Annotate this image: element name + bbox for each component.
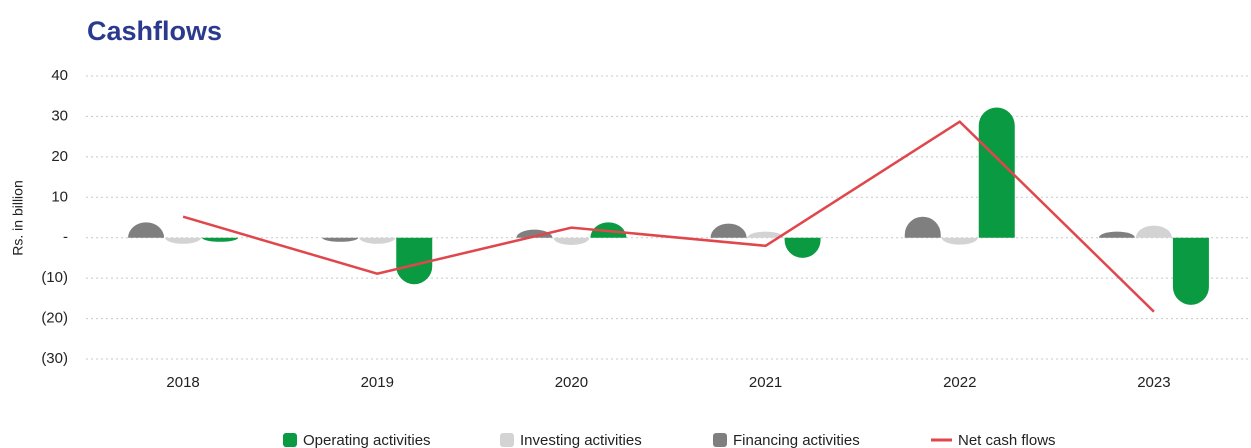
x-tick-label: 2022: [943, 374, 976, 391]
y-tick-label: (30): [41, 350, 68, 367]
bar: [1135, 225, 1172, 238]
y-tick-label: 20: [51, 148, 68, 165]
legend-label: Financing activities: [733, 432, 860, 448]
y-tick-label: 10: [51, 188, 68, 205]
x-tick-label: 2019: [361, 374, 394, 391]
bar: [747, 231, 784, 238]
y-tick-label: (20): [41, 310, 68, 327]
x-tick-label: 2021: [749, 374, 782, 391]
x-tick-label: 2023: [1137, 374, 1170, 391]
bar: [396, 237, 433, 285]
bar: [322, 237, 359, 242]
legend-label: Operating activities: [303, 432, 431, 448]
y-tick-label: -: [63, 229, 68, 246]
legend-marker: [713, 433, 727, 447]
bar: [904, 216, 941, 238]
bar: [710, 223, 747, 238]
bar: [1098, 231, 1135, 238]
y-tick-label: 30: [51, 107, 68, 124]
bar: [202, 237, 239, 242]
y-tick-label: 40: [51, 67, 68, 84]
legend-marker: [500, 433, 514, 447]
legend-marker: [283, 433, 297, 447]
y-axis-label: Rs. in billion: [10, 180, 26, 255]
bar: [1172, 237, 1209, 305]
bar: [359, 237, 396, 244]
bar: [128, 222, 165, 238]
bar: [941, 237, 978, 245]
bar: [165, 237, 202, 244]
y-tick-label: (10): [41, 269, 68, 286]
x-tick-label: 2020: [555, 374, 588, 391]
bar: [553, 237, 590, 245]
x-tick-label: 2018: [166, 374, 199, 391]
legend-label: Investing activities: [520, 432, 642, 448]
legend-label: Net cash flows: [958, 432, 1056, 448]
bar: [978, 107, 1015, 238]
bar: [516, 229, 553, 238]
chart-title: Cashflows: [87, 16, 222, 46]
bar: [784, 237, 821, 258]
net-line: [182, 120, 1155, 313]
